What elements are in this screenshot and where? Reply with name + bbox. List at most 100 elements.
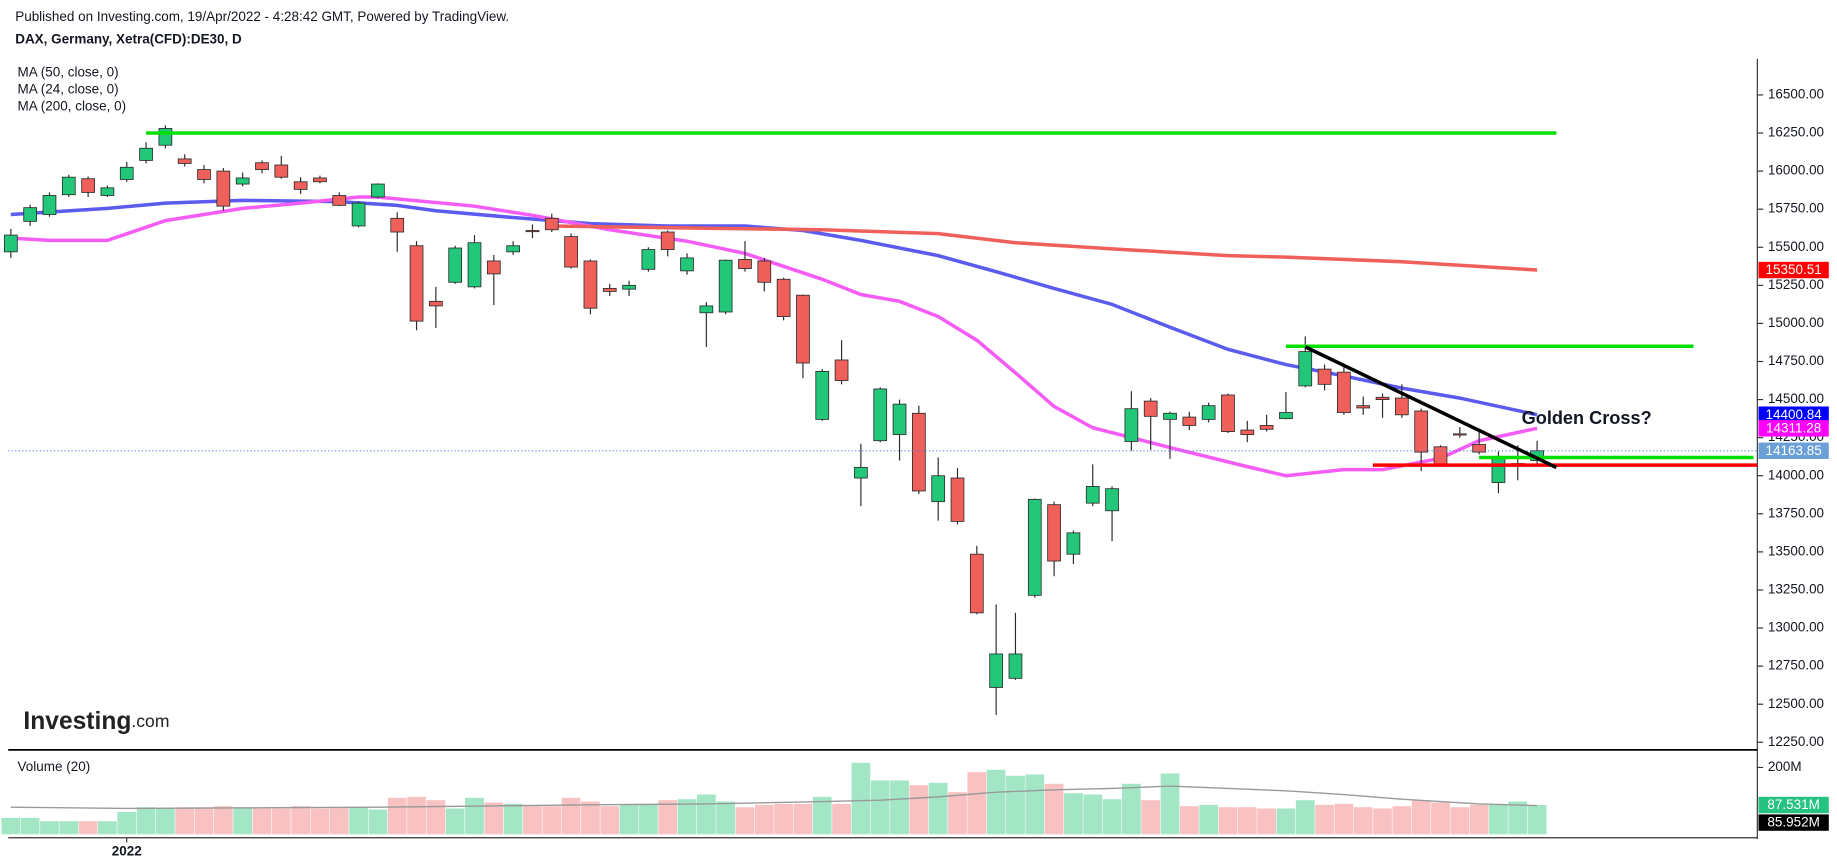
logo-name: Investing bbox=[23, 707, 131, 734]
volume-bar bbox=[271, 808, 291, 835]
volume-bar bbox=[774, 803, 793, 835]
candle-body bbox=[61, 176, 76, 196]
candle-body bbox=[602, 287, 617, 292]
volume-bar bbox=[735, 807, 755, 835]
volume-bar bbox=[465, 797, 484, 835]
price-tag: 15350.51 bbox=[1766, 262, 1822, 277]
y-tick-label: 15500.00 bbox=[1768, 239, 1824, 254]
candle-body bbox=[1394, 397, 1409, 416]
volume-bar bbox=[1450, 807, 1470, 835]
volume-bar bbox=[484, 802, 504, 835]
volume-bar bbox=[368, 809, 388, 835]
candle-body bbox=[81, 178, 95, 193]
volume-bar bbox=[1527, 805, 1547, 835]
y-tick-label: 14500.00 bbox=[1768, 391, 1824, 406]
candle-body bbox=[892, 403, 907, 436]
volume-bar bbox=[1411, 800, 1431, 835]
volume-bar bbox=[407, 796, 426, 835]
legend-entry: MA (24, close, 0) bbox=[18, 81, 119, 96]
candle-body bbox=[1201, 405, 1216, 420]
candle-body bbox=[429, 300, 443, 307]
candle-body bbox=[467, 242, 482, 288]
volume-bar bbox=[1044, 783, 1064, 835]
price-tag: 14311.28 bbox=[1766, 420, 1821, 435]
volume-bar bbox=[639, 804, 658, 835]
volume-bar bbox=[136, 807, 156, 835]
candle-body bbox=[351, 202, 366, 227]
volume-bar bbox=[291, 806, 310, 835]
candle-body bbox=[1105, 488, 1119, 512]
price-tag-bg bbox=[1758, 420, 1829, 437]
volume-bar bbox=[1102, 799, 1122, 835]
candle-body bbox=[332, 195, 347, 206]
candle-body bbox=[583, 260, 598, 309]
volume-bar bbox=[967, 772, 987, 835]
volume-bar bbox=[1469, 804, 1489, 835]
volume-bar bbox=[1141, 800, 1161, 835]
y-tick-label: 12250.00 bbox=[1768, 734, 1824, 749]
volume-bar bbox=[329, 807, 349, 835]
volume-bar bbox=[1257, 808, 1276, 835]
candle-body bbox=[235, 177, 250, 185]
volume-bar bbox=[754, 804, 774, 835]
candle-body bbox=[255, 162, 269, 170]
candle-body bbox=[1279, 412, 1293, 420]
y-tick-label: 16500.00 bbox=[1768, 87, 1824, 102]
volume-bar bbox=[696, 794, 716, 835]
moving-average bbox=[551, 224, 1538, 272]
volume-bar bbox=[1315, 804, 1334, 835]
candle-body bbox=[3, 234, 18, 253]
volume-bar bbox=[349, 807, 368, 835]
y-tick-label: 13750.00 bbox=[1768, 505, 1824, 520]
candle-body bbox=[544, 217, 559, 231]
candle-body bbox=[371, 183, 385, 198]
candle-body bbox=[313, 177, 327, 183]
candle-body bbox=[622, 284, 636, 290]
volume-bar bbox=[1122, 783, 1141, 835]
legend-entry: MA (50, close, 0) bbox=[18, 64, 119, 79]
chart-title: DAX, Germany, Xetra(CFD):DE30, D bbox=[15, 32, 242, 47]
volume-bar bbox=[1295, 800, 1315, 835]
logo: Investing.com bbox=[23, 707, 169, 734]
drawn-line bbox=[1304, 345, 1558, 470]
candle-body bbox=[1472, 444, 1486, 453]
volume-ma bbox=[10, 785, 1538, 810]
volume-bar bbox=[1276, 808, 1296, 835]
candle-body bbox=[1414, 410, 1429, 453]
candle-body bbox=[390, 217, 405, 233]
volume-tag-bg bbox=[1758, 796, 1829, 814]
volume-bar bbox=[677, 799, 697, 835]
price-tag-bg bbox=[1758, 406, 1829, 423]
volume-bar bbox=[619, 804, 639, 835]
candle-body bbox=[486, 260, 501, 275]
volume-bar bbox=[1237, 807, 1257, 835]
candle-body bbox=[216, 170, 231, 207]
volume-bar bbox=[1064, 793, 1083, 835]
candle-body bbox=[776, 278, 791, 317]
candle-body bbox=[1163, 412, 1177, 420]
y-tick-label: 13500.00 bbox=[1768, 543, 1824, 558]
volume-bar bbox=[59, 821, 79, 835]
price-tag: 14400.84 bbox=[1766, 407, 1823, 422]
volume-bar bbox=[78, 821, 98, 835]
volume-bar bbox=[793, 803, 813, 835]
y-tick-label: 12750.00 bbox=[1768, 658, 1824, 673]
volume-tag-bg bbox=[1758, 814, 1829, 831]
candle-body bbox=[912, 412, 926, 492]
candle-body bbox=[1337, 371, 1351, 413]
volume-bar bbox=[233, 807, 253, 835]
volume-bar bbox=[503, 803, 523, 835]
candle-body bbox=[718, 259, 733, 313]
volume-bar bbox=[98, 821, 117, 835]
moving-average bbox=[10, 195, 1538, 478]
volume-bar bbox=[1, 817, 21, 835]
candle-body bbox=[139, 147, 153, 161]
candle-body bbox=[1027, 498, 1042, 596]
candle-body bbox=[177, 158, 192, 164]
candle-body bbox=[42, 195, 57, 215]
candle-body bbox=[699, 305, 714, 314]
candle-body bbox=[969, 553, 984, 614]
price-tag-bg bbox=[1758, 261, 1829, 279]
volume-bar bbox=[1392, 806, 1412, 835]
y-tick-label: 13000.00 bbox=[1768, 620, 1824, 635]
